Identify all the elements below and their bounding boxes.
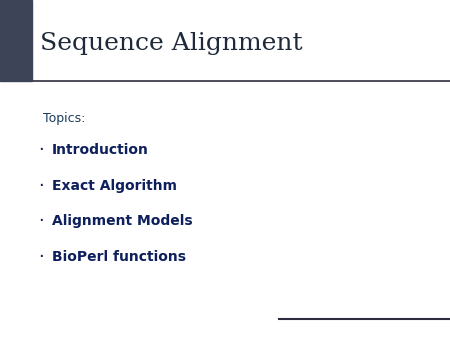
Text: ·: · bbox=[38, 141, 44, 160]
Text: Topics:: Topics: bbox=[43, 112, 85, 125]
Text: BioPerl functions: BioPerl functions bbox=[52, 250, 186, 264]
Text: Introduction: Introduction bbox=[52, 143, 148, 158]
Text: Exact Algorithm: Exact Algorithm bbox=[52, 179, 177, 193]
Text: ·: · bbox=[38, 177, 44, 195]
Text: Sequence Alignment: Sequence Alignment bbox=[40, 32, 303, 55]
Bar bbox=[0, 0, 32, 81]
Text: Alignment Models: Alignment Models bbox=[52, 214, 193, 228]
Text: ·: · bbox=[38, 248, 44, 266]
Text: ·: · bbox=[38, 212, 44, 231]
